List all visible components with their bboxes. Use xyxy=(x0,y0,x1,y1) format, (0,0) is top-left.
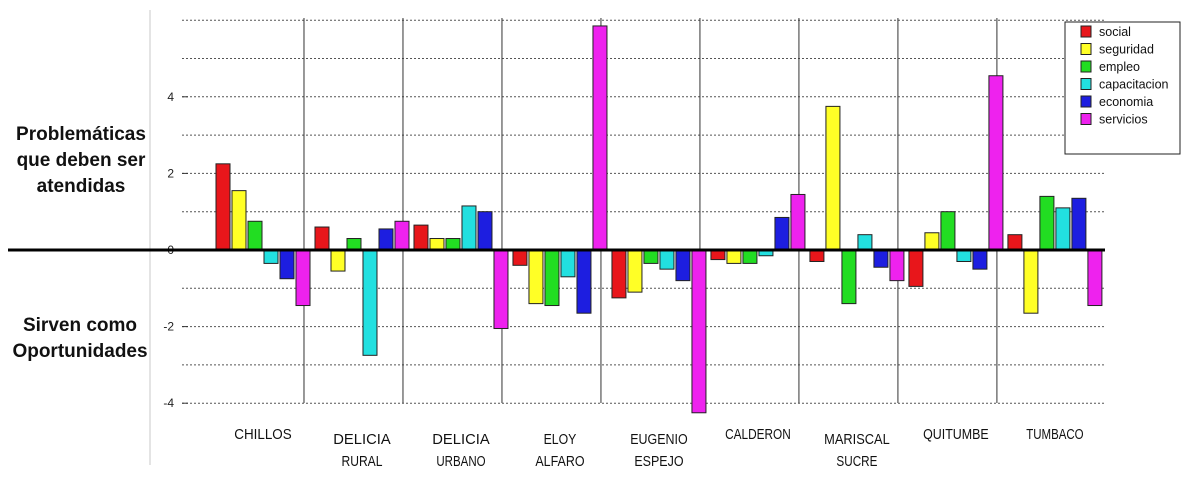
category-label: ALFARO xyxy=(535,453,584,470)
annotation-top-line-3: atendidas xyxy=(36,176,126,197)
bar-social-1 xyxy=(314,226,330,251)
bar-empleo-7 xyxy=(940,211,956,251)
bar-social-3 xyxy=(512,249,528,266)
legend-swatch-social xyxy=(1080,25,1092,38)
legend-swatch-empleo xyxy=(1080,60,1092,73)
bar-social-8 xyxy=(1007,234,1023,251)
bar-economia-8 xyxy=(1071,197,1087,251)
bar-servicios-4 xyxy=(691,249,707,414)
annotation-bottom: Sirven como Oportunidades xyxy=(0,313,160,365)
bar-economia-0 xyxy=(279,249,295,280)
annotation-bottom-line-2: Oportunidades xyxy=(12,341,148,362)
bar-servicios-2 xyxy=(493,249,509,330)
bar-capacitacion-2 xyxy=(461,205,477,251)
legend-swatch-capacitacion xyxy=(1080,78,1092,90)
legend-label-economia: economia xyxy=(1099,95,1153,109)
legend-swatch-servicios xyxy=(1080,113,1092,125)
annotation-top-line-2: que deben ser xyxy=(16,150,146,171)
bar-seguridad-0 xyxy=(231,190,247,251)
category-label: DELICIA xyxy=(432,431,489,448)
bar-capacitacion-4 xyxy=(659,249,675,270)
bar-capacitacion-6 xyxy=(857,234,873,251)
legend-label-social: social xyxy=(1099,25,1131,39)
bar-empleo-5 xyxy=(742,249,758,264)
category-label: DELICIA xyxy=(333,431,390,448)
category-label: CALDERON xyxy=(725,426,791,443)
bar-economia-1 xyxy=(378,228,394,251)
bar-seguridad-5 xyxy=(726,249,742,264)
bar-social-2 xyxy=(413,224,429,251)
category-label: EUGENIO xyxy=(630,431,687,448)
bar-seguridad-6 xyxy=(825,105,841,251)
bar-economia-7 xyxy=(972,249,988,270)
bar-seguridad-3 xyxy=(528,249,544,305)
bar-servicios-0 xyxy=(295,249,311,307)
category-label: ESPEJO xyxy=(634,453,683,470)
annotation-bottom-line-1: Sirven como xyxy=(22,315,138,336)
legend-swatch-seguridad xyxy=(1080,43,1092,55)
category-label: ELOY xyxy=(544,431,577,448)
legend-label-capacitacion: capacitacion xyxy=(1099,78,1169,92)
bar-servicios-6 xyxy=(889,249,905,282)
bar-empleo-8 xyxy=(1039,195,1055,251)
bar-seguridad-2 xyxy=(429,238,445,251)
legend-label-seguridad: seguridad xyxy=(1099,43,1154,57)
category-label: TUMBACO xyxy=(1026,426,1083,443)
bar-empleo-6 xyxy=(841,249,857,305)
category-label: SUCRE xyxy=(836,453,877,470)
bar-empleo-0 xyxy=(247,220,263,251)
bar-capacitacion-1 xyxy=(362,249,378,356)
category-label: URBANO xyxy=(436,453,485,470)
y-tick-label: 2 xyxy=(167,166,174,180)
legend-label-empleo: empleo xyxy=(1099,60,1140,74)
bar-economia-3 xyxy=(576,249,592,314)
bar-servicios-1 xyxy=(394,220,410,251)
bar-social-6 xyxy=(809,249,825,262)
legend-label-servicios: servicios xyxy=(1099,113,1148,127)
bar-social-0 xyxy=(215,163,231,251)
bar-seguridad-1 xyxy=(330,249,346,272)
bar-social-4 xyxy=(611,249,627,299)
bar-servicios-5 xyxy=(790,193,806,251)
y-tick-label: 4 xyxy=(167,90,174,104)
bar-social-7 xyxy=(908,249,924,287)
bar-capacitacion-3 xyxy=(560,249,576,278)
bar-economia-4 xyxy=(675,249,691,282)
bar-capacitacion-0 xyxy=(263,249,279,264)
bar-economia-5 xyxy=(774,216,790,251)
annotation-top-line-1: Problemáticas xyxy=(16,124,146,145)
category-label: QUITUMBE xyxy=(923,426,989,443)
bar-seguridad-7 xyxy=(924,232,940,251)
y-tick-label: -4 xyxy=(163,396,174,410)
annotation-top: Problemáticas que deben ser atendidas xyxy=(0,122,162,200)
bar-economia-2 xyxy=(477,211,493,251)
bar-seguridad-8 xyxy=(1023,249,1039,314)
bar-servicios-3 xyxy=(592,25,608,251)
bar-capacitacion-8 xyxy=(1055,207,1071,251)
legend-swatch-economia xyxy=(1080,95,1092,108)
bar-seguridad-4 xyxy=(627,249,643,293)
bar-empleo-3 xyxy=(544,249,560,307)
category-label: RURAL xyxy=(341,453,382,470)
bar-empleo-2 xyxy=(445,238,461,251)
category-label: CHILLOS xyxy=(234,426,291,443)
bar-empleo-1 xyxy=(346,238,362,251)
y-tick-label: -2 xyxy=(163,320,174,334)
bar-servicios-7 xyxy=(988,75,1004,251)
bar-servicios-8 xyxy=(1087,249,1103,307)
bar-capacitacion-7 xyxy=(956,249,972,262)
category-label: MARISCAL xyxy=(824,431,890,448)
bar-economia-6 xyxy=(873,249,889,268)
bar-empleo-4 xyxy=(643,249,659,264)
